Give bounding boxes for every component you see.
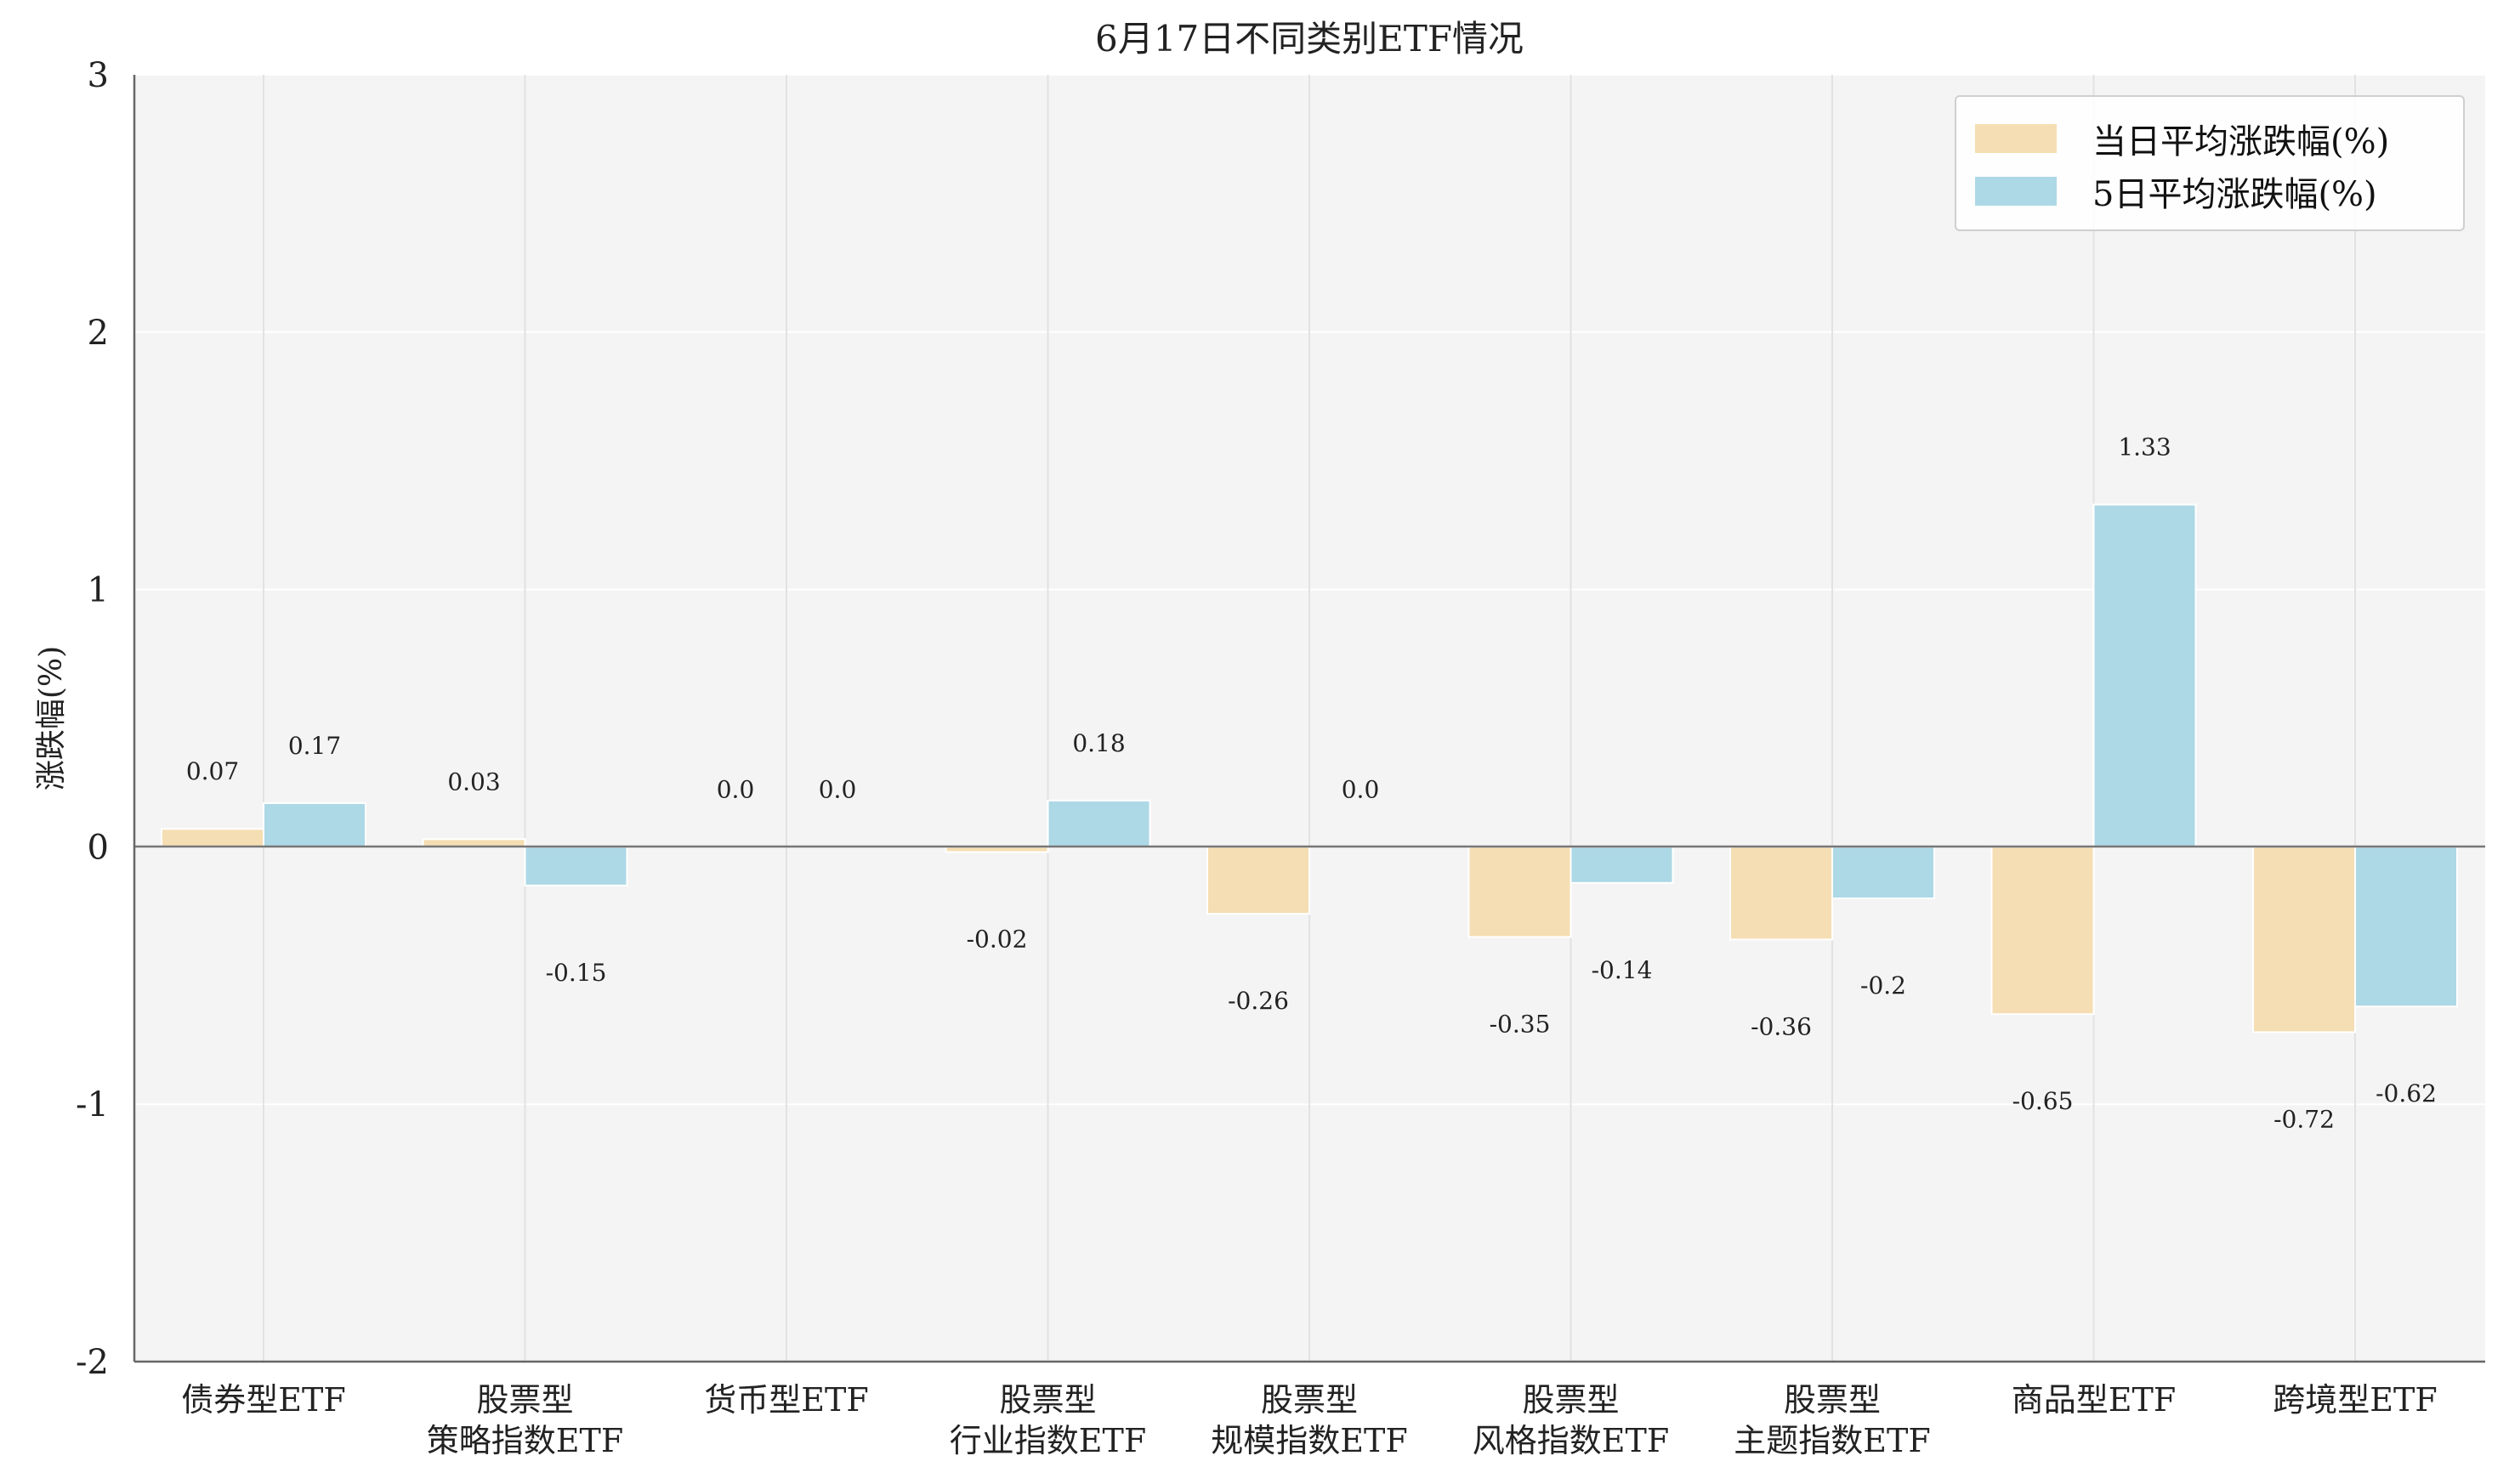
y-tick-label: -2	[76, 1343, 109, 1382]
x-tick-labels: 债券型ETF 股票型策略指数ETF 货币型ETF 股票型行业指数ETF 股票型规模指数E…	[181, 1381, 2437, 1459]
data-label-daily: 0.07	[186, 757, 239, 785]
legend-label-5day: 5日平均涨跌幅(%)	[2092, 175, 2377, 214]
legend-item-5day: 5日平均涨跌幅(%)	[1975, 165, 2444, 218]
x-tick-label: 股票型行业指数ETF	[950, 1381, 1146, 1459]
legend: 当日平均涨跌幅(%) 5日平均涨跌幅(%)	[1955, 95, 2465, 231]
bar-5day	[263, 801, 366, 848]
y-axis-label: 涨跌幅(%)	[34, 646, 69, 790]
bar-daily	[161, 828, 264, 848]
legend-swatch-5day	[1975, 177, 2057, 206]
legend-swatch-daily	[1975, 124, 2057, 153]
data-labels: 0.07 0.17 0.03 -0.15 0.0 0.0 -0.02 0.18 -0.26 0.0…	[186, 433, 2437, 1134]
bar-5day	[1570, 846, 1674, 884]
data-label-daily: -0.36	[1751, 1012, 1812, 1040]
x-tick-label: 商品型ETF	[2012, 1381, 2176, 1419]
y-tick-label: 3	[88, 56, 109, 95]
y-tick-label: 1	[88, 571, 109, 610]
x-tick-label: 股票型主题指数ETF	[1734, 1381, 1930, 1459]
bar-daily	[1990, 846, 2095, 1016]
x-tick-label: 跨境型ETF	[2273, 1381, 2437, 1419]
bar-5day	[2092, 503, 2197, 848]
bar-daily	[1729, 846, 1833, 941]
data-label-daily: 0.03	[447, 767, 500, 796]
data-label-5day: -0.14	[1592, 956, 1653, 984]
data-label-5day: 1.33	[2118, 433, 2171, 462]
legend-item-daily: 当日平均涨跌幅(%)	[1975, 112, 2444, 165]
bars	[161, 503, 2458, 1034]
x-tick-label: 股票型策略指数ETF	[427, 1381, 623, 1459]
x-tick-label: 债券型ETF	[181, 1381, 345, 1419]
data-label-daily: -0.02	[967, 925, 1028, 953]
data-label-5day: 0.0	[1342, 775, 1380, 803]
x-tick-label: 股票型风格指数ETF	[1473, 1381, 1669, 1459]
bar-5day	[1831, 846, 1935, 899]
bar-5day	[2354, 846, 2458, 1008]
data-label-daily: -0.26	[1228, 987, 1289, 1015]
bar-daily	[2252, 846, 2356, 1034]
data-label-daily: -0.35	[1490, 1010, 1551, 1038]
bar-daily	[1467, 846, 1572, 938]
grid-lines	[134, 74, 2485, 1362]
data-label-5day: -0.2	[1860, 971, 1906, 1000]
y-tick-label: 0	[88, 828, 109, 867]
x-tick-label: 股票型规模指数ETF	[1211, 1381, 1407, 1459]
legend-label-daily: 当日平均涨跌幅(%)	[2092, 122, 2390, 161]
data-label-5day: 0.17	[288, 732, 341, 760]
x-tick-label: 货币型ETF	[704, 1381, 868, 1419]
data-label-5day: 0.0	[819, 775, 857, 803]
data-label-daily: 0.0	[717, 775, 755, 803]
y-tick-labels: 3 2 1 0 -1 -2	[76, 56, 109, 1382]
chart-title: 6月17日不同类别ETF情况	[1095, 18, 1524, 59]
data-label-5day: -0.62	[2376, 1079, 2437, 1107]
bar-daily	[945, 846, 1049, 853]
data-label-daily: -0.65	[2012, 1087, 2074, 1115]
y-tick-label: -1	[76, 1085, 109, 1124]
data-label-daily: -0.72	[2273, 1105, 2335, 1133]
data-label-5day: 0.18	[1072, 729, 1125, 757]
data-label-5day: -0.15	[546, 959, 607, 987]
bar-5day	[1047, 799, 1151, 848]
bar-5day	[524, 846, 628, 886]
y-tick-label: 2	[88, 314, 109, 353]
bar-daily	[1206, 846, 1310, 915]
